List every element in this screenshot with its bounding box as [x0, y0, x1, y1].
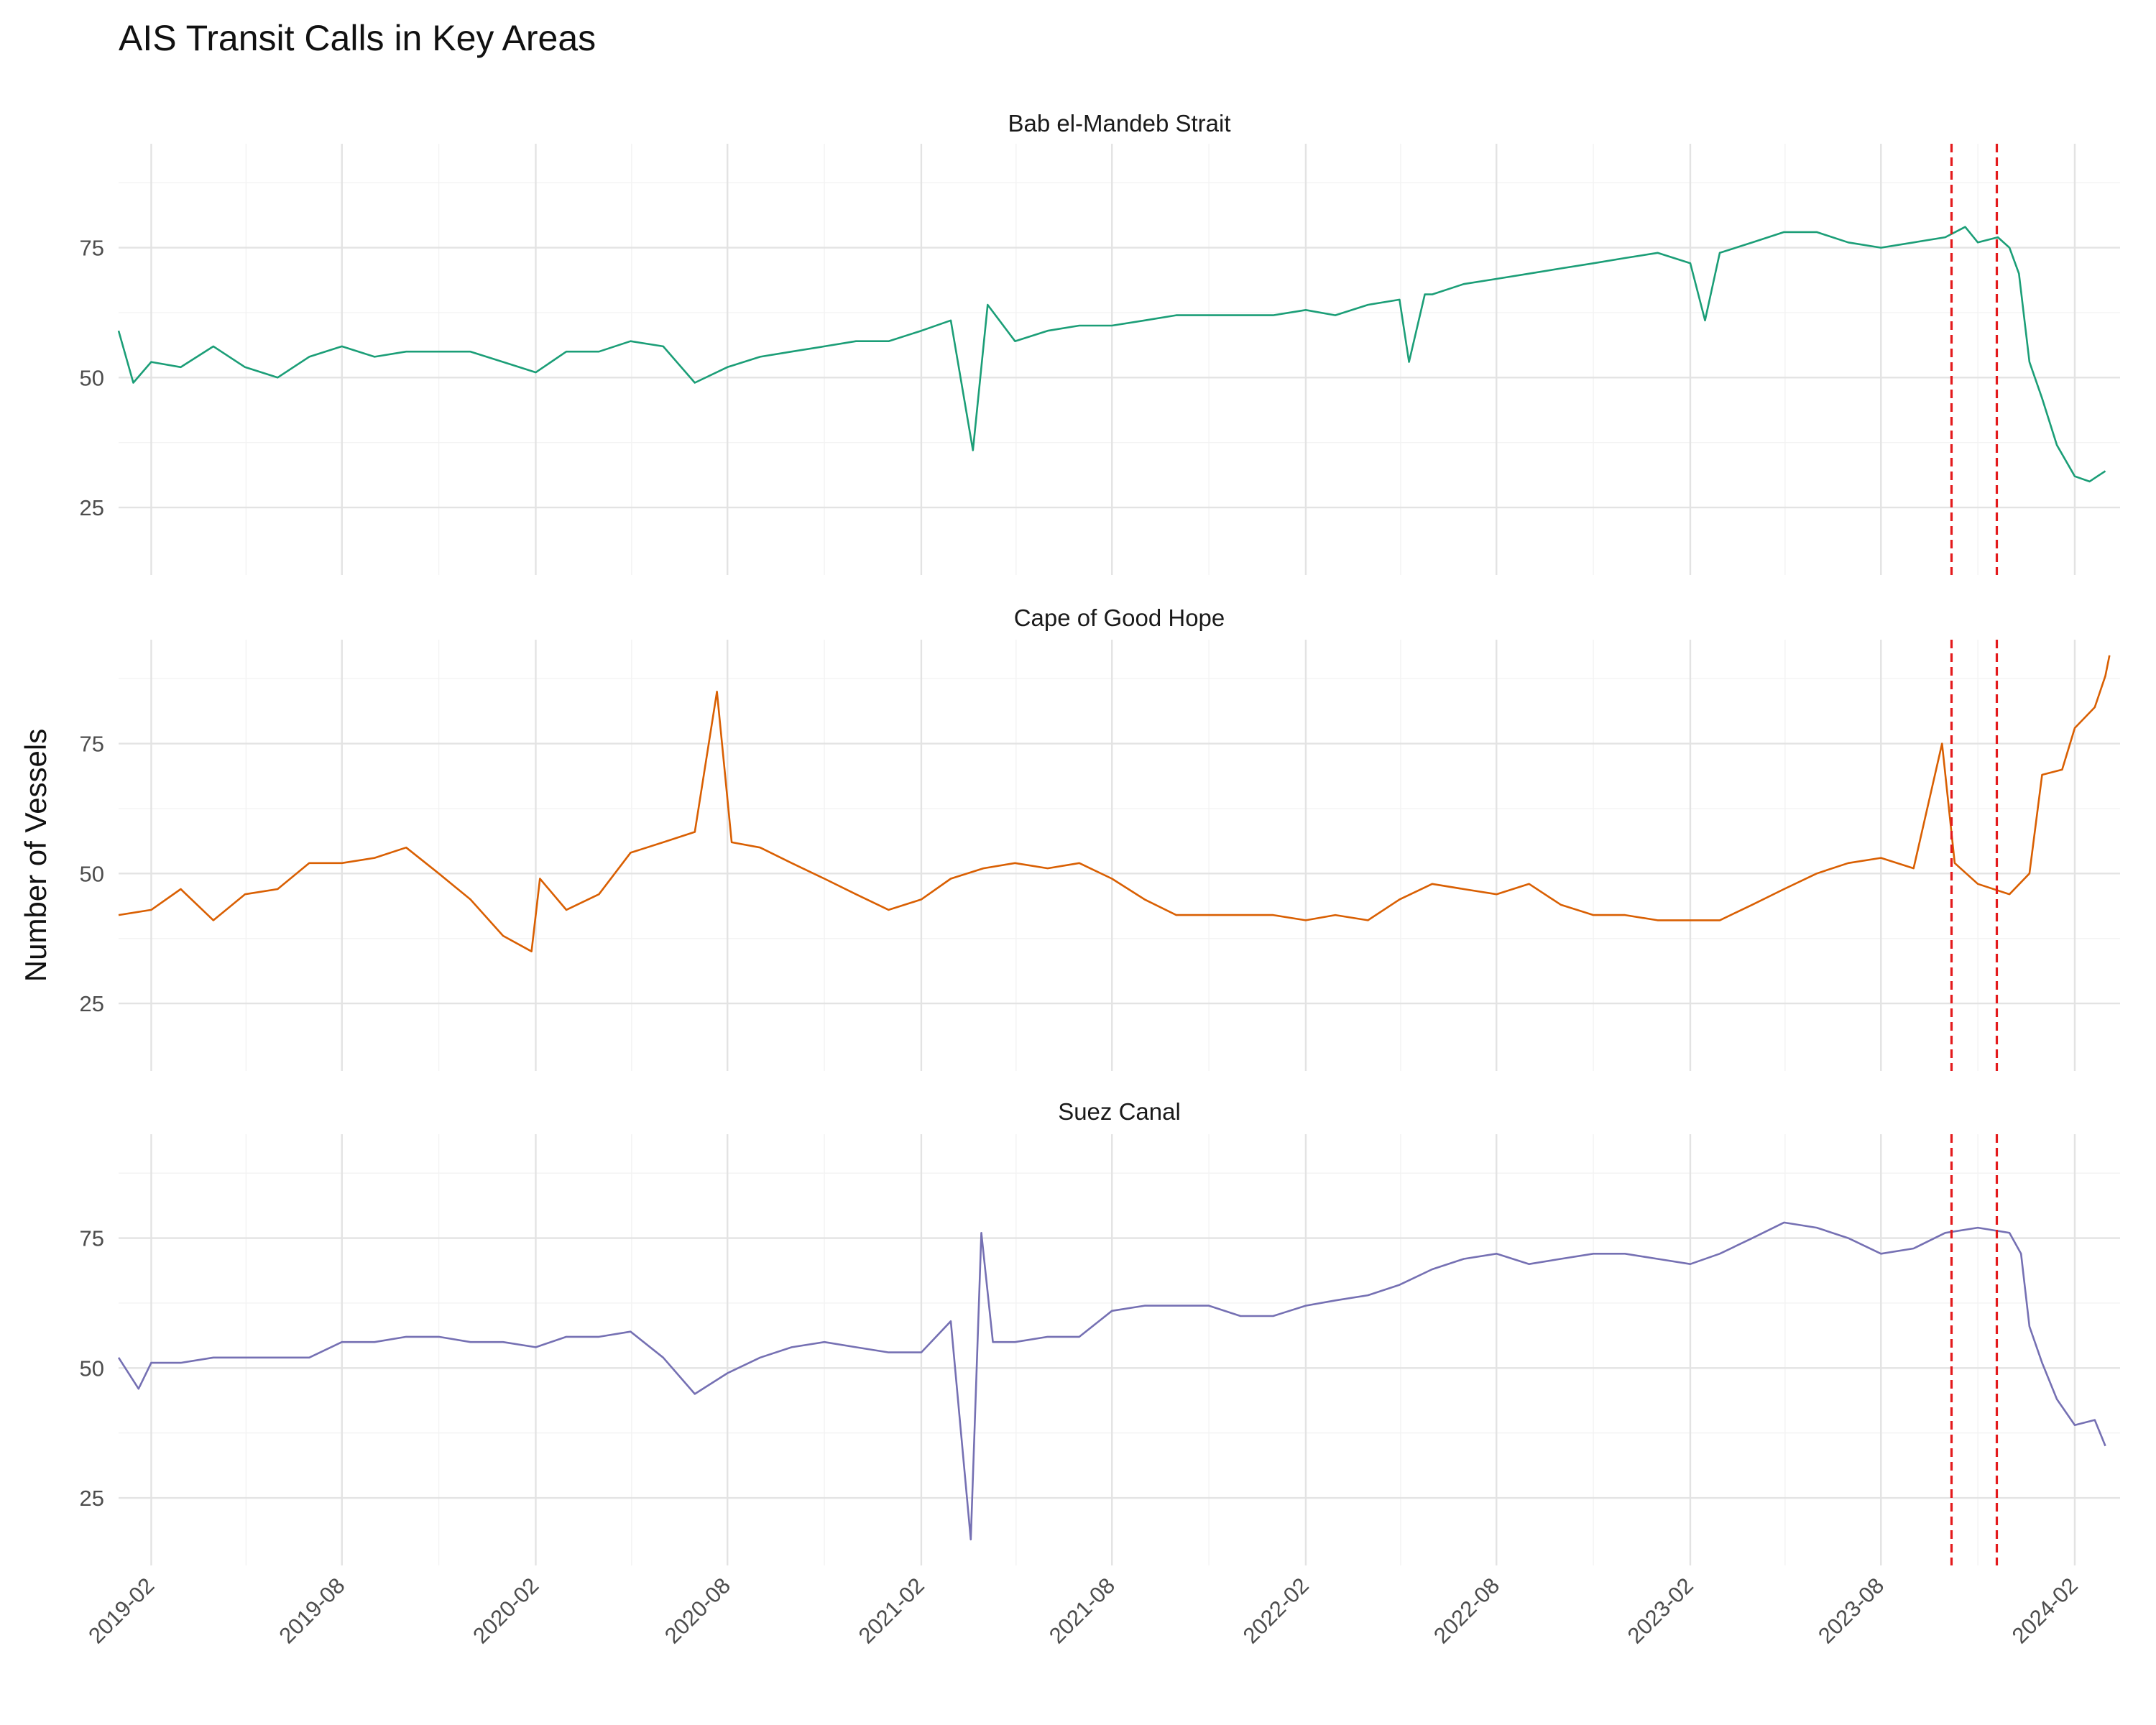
x-tick-label: 2019-02 [83, 1573, 159, 1648]
x-tick-label: 2020-02 [468, 1573, 543, 1648]
facet-panel: 25 50 75 Suez Canal [80, 1098, 2120, 1565]
series-line [117, 226, 2106, 483]
facet-title: Bab el-Mandeb Strait [1008, 110, 1230, 137]
y-tick-label: 75 [80, 1226, 104, 1251]
y-tick-label: 25 [80, 1486, 104, 1511]
x-tick-label: 2023-08 [1813, 1573, 1889, 1648]
chart-title: AIS Transit Calls in Key Areas [119, 18, 596, 58]
x-tick-label: 2024-02 [2007, 1573, 2083, 1648]
y-tick-label: 25 [80, 495, 104, 520]
y-tick-label: 50 [80, 1356, 104, 1381]
y-tick-label: 25 [80, 991, 104, 1016]
facet-title: Cape of Good Hope [1014, 604, 1225, 631]
x-tick-label: 2019-08 [274, 1573, 349, 1648]
y-tick-label: 50 [80, 861, 104, 886]
facet-panel: 25 50 75 Cape of Good Hope [80, 604, 2120, 1071]
y-tick-label: 75 [80, 236, 104, 261]
facet-title: Suez Canal [1058, 1098, 1181, 1125]
x-tick-label: 2023-02 [1623, 1573, 1698, 1648]
x-tick-label: 2020-08 [660, 1573, 735, 1648]
x-tick-label: 2021-08 [1044, 1573, 1120, 1648]
y-tick-label: 50 [80, 365, 104, 390]
facet-panels: 25 50 75 Bab el-Mandeb Strait 25 50 75 Cape of … [80, 110, 2120, 1565]
x-axis: 2019-02 2019-08 2020-02 2020-08 2021-02 2021-… [83, 1573, 2083, 1648]
x-tick-label: 2022-08 [1429, 1573, 1504, 1648]
x-tick-label: 2021-02 [854, 1573, 929, 1648]
x-tick-label: 2022-02 [1238, 1573, 1314, 1648]
series-line [118, 655, 2111, 952]
y-axis-label: Number of Vessels [19, 729, 52, 983]
y-tick-label: 75 [80, 732, 104, 757]
series-line [117, 1221, 2106, 1541]
facet-panel: 25 50 75 Bab el-Mandeb Strait [80, 110, 2120, 575]
